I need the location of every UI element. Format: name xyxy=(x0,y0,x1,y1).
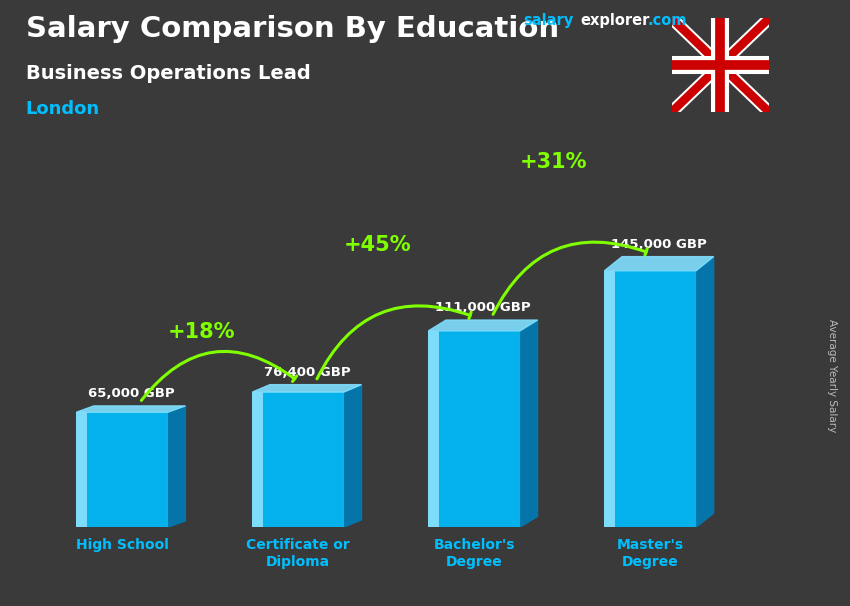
Polygon shape xyxy=(520,320,537,527)
Text: 65,000 GBP: 65,000 GBP xyxy=(88,387,174,400)
Text: Salary Comparison By Education: Salary Comparison By Education xyxy=(26,15,558,43)
Polygon shape xyxy=(696,256,714,527)
Text: London: London xyxy=(26,100,99,118)
Bar xyxy=(76,412,167,527)
Text: explorer: explorer xyxy=(581,13,650,28)
Bar xyxy=(428,331,439,527)
Text: 111,000 GBP: 111,000 GBP xyxy=(435,301,530,314)
Text: .com: .com xyxy=(648,13,687,28)
Bar xyxy=(252,392,264,527)
Bar xyxy=(604,271,696,527)
Text: +18%: +18% xyxy=(167,322,235,342)
Text: +31%: +31% xyxy=(519,152,587,171)
Text: 145,000 GBP: 145,000 GBP xyxy=(611,238,707,251)
Text: Average Yearly Salary: Average Yearly Salary xyxy=(827,319,837,432)
Polygon shape xyxy=(604,256,714,271)
Text: Business Operations Lead: Business Operations Lead xyxy=(26,64,310,82)
Polygon shape xyxy=(252,385,361,392)
Bar xyxy=(428,331,520,527)
Polygon shape xyxy=(428,320,537,331)
Bar xyxy=(76,412,88,527)
Bar xyxy=(252,392,344,527)
Polygon shape xyxy=(167,406,185,527)
Polygon shape xyxy=(344,385,361,527)
Text: +45%: +45% xyxy=(343,235,411,255)
Text: 76,400 GBP: 76,400 GBP xyxy=(264,366,350,379)
Bar xyxy=(604,271,615,527)
Polygon shape xyxy=(76,406,185,412)
Text: salary: salary xyxy=(523,13,573,28)
